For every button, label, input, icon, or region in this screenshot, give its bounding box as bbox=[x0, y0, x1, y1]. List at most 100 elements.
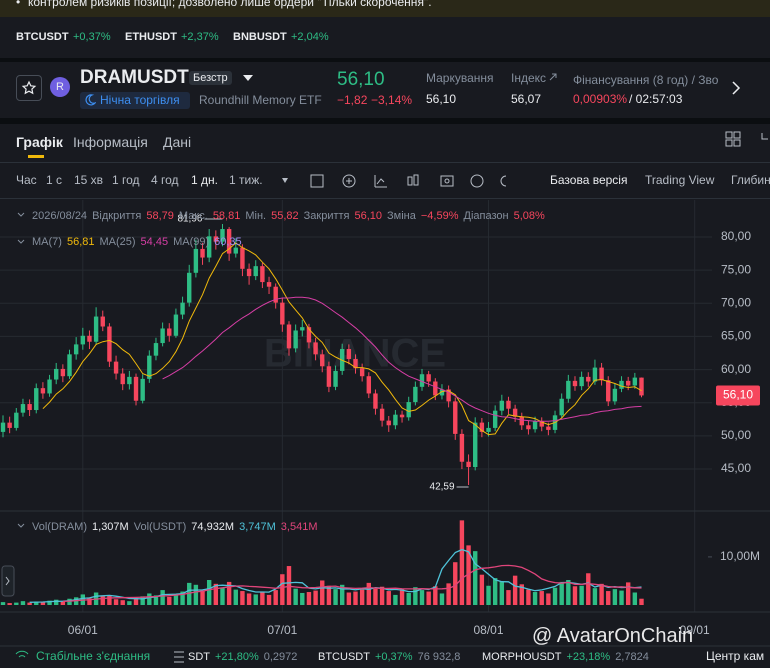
ticker-change[interactable]: +0,37% bbox=[73, 31, 111, 43]
tab[interactable]: Інформація bbox=[73, 134, 148, 150]
volume-bar bbox=[54, 599, 59, 605]
legend-value: −4,59% bbox=[421, 210, 459, 222]
stat-label: Фінансування (8 год) / Зво bbox=[573, 73, 719, 87]
banner bbox=[0, 0, 770, 17]
legend-label: Закриття bbox=[304, 210, 350, 222]
layout-icons[interactable] bbox=[724, 131, 770, 149]
contract-badge: Безстр bbox=[189, 71, 232, 85]
legend-label: Vol(DRAM) bbox=[32, 521, 87, 533]
ticker-symbol[interactable]: BNBUSDT bbox=[233, 31, 287, 43]
price-change-pct: −3,14% bbox=[371, 93, 413, 107]
candle-body bbox=[353, 358, 358, 369]
volume-bar bbox=[0, 602, 6, 605]
status-ticker-change: +21,80% bbox=[215, 651, 259, 663]
favorite-button[interactable] bbox=[16, 75, 42, 101]
volume-bar bbox=[479, 574, 485, 605]
volume-bar bbox=[40, 602, 46, 605]
candle-body bbox=[320, 354, 325, 367]
candle-body bbox=[492, 410, 498, 428]
legend-value: 56,81 bbox=[67, 236, 95, 248]
volume-bar bbox=[619, 590, 624, 605]
volume-bar bbox=[100, 596, 105, 605]
y-tick-label: 45,00 bbox=[721, 461, 751, 475]
volume-bar bbox=[426, 591, 431, 605]
status-ticker-change: +23,18% bbox=[566, 651, 610, 663]
separator bbox=[0, 162, 770, 163]
stat-label: Маркування bbox=[426, 71, 494, 85]
volume-bar bbox=[532, 592, 538, 605]
candle-body bbox=[359, 368, 365, 377]
candle-body bbox=[180, 302, 185, 315]
volume-bar bbox=[466, 545, 471, 605]
candle-body bbox=[173, 314, 179, 336]
volume-bar bbox=[566, 579, 571, 605]
candle-body bbox=[153, 343, 159, 356]
view-option[interactable]: Базова версія bbox=[550, 173, 628, 187]
candle-body bbox=[526, 425, 531, 430]
interval-option[interactable]: 1 с bbox=[46, 173, 63, 187]
interval-option[interactable]: 15 хв bbox=[74, 173, 104, 187]
ticker-change[interactable]: +2,04% bbox=[291, 31, 329, 43]
volume-bar bbox=[20, 601, 26, 605]
candle-body bbox=[280, 302, 285, 325]
x-tick-label: 09/01 bbox=[680, 623, 710, 637]
candle-body bbox=[625, 380, 631, 386]
tool-icons[interactable] bbox=[280, 173, 530, 189]
x-tick-label: 07/01 bbox=[267, 623, 297, 637]
volume-bar bbox=[592, 588, 598, 605]
candle-body bbox=[393, 414, 398, 426]
view-option[interactable]: Trading View bbox=[645, 173, 715, 187]
tab[interactable]: Дані bbox=[163, 134, 192, 150]
interval-option[interactable]: 1 дн. bbox=[191, 173, 218, 187]
legend-value: 55,82 bbox=[271, 210, 299, 222]
candle-body bbox=[439, 389, 445, 396]
candle-body bbox=[0, 422, 6, 432]
interval-option[interactable]: Час bbox=[16, 173, 37, 187]
ticker-change[interactable]: +2,37% bbox=[181, 31, 219, 43]
volume-bar bbox=[153, 595, 159, 605]
interval-option[interactable]: 4 год bbox=[151, 173, 179, 187]
volume-bar bbox=[552, 587, 558, 605]
candle-body bbox=[426, 374, 431, 382]
candle-body bbox=[599, 367, 604, 381]
volume-bar bbox=[60, 601, 66, 605]
expand-button[interactable] bbox=[1, 565, 15, 597]
volume-bar bbox=[320, 580, 325, 605]
status-ticker-price: 0,2972 bbox=[264, 651, 298, 663]
volume-bar bbox=[386, 591, 391, 605]
volume-bar bbox=[47, 600, 52, 605]
volume-bar bbox=[160, 590, 165, 605]
candle-body bbox=[639, 377, 644, 396]
price-change: −1,82 bbox=[337, 93, 368, 107]
legend-label: Мін. bbox=[245, 210, 266, 222]
volume-bar bbox=[233, 589, 238, 605]
legend-value: 54,45 bbox=[141, 236, 169, 248]
ticker-symbol[interactable]: ETHUSDT bbox=[125, 31, 177, 43]
candle-body bbox=[399, 414, 405, 418]
volume-bar bbox=[446, 583, 451, 605]
interval-option[interactable]: 1 год bbox=[112, 173, 140, 187]
candle-body bbox=[226, 229, 232, 254]
y-tick-label: 70,00 bbox=[721, 295, 751, 309]
stat-value: 56,07 bbox=[511, 92, 542, 106]
dropdown-icon[interactable] bbox=[243, 74, 253, 82]
candle-body bbox=[67, 354, 72, 377]
candle-body bbox=[14, 412, 19, 428]
ticker-symbol[interactable]: BTCUSDT bbox=[16, 31, 69, 43]
candle-body bbox=[260, 266, 265, 283]
volume-bar bbox=[193, 584, 199, 605]
volume-bar bbox=[473, 551, 478, 605]
candle-body bbox=[486, 427, 491, 432]
view-option[interactable]: Глибин bbox=[731, 173, 770, 187]
tab[interactable]: Графік bbox=[16, 134, 63, 150]
symbol-name[interactable]: DRAMUSDT bbox=[80, 67, 189, 88]
next-arrow[interactable] bbox=[730, 80, 742, 96]
candle-body bbox=[93, 316, 99, 342]
volume-bar bbox=[286, 566, 292, 605]
legend-label: MA(25) bbox=[99, 236, 135, 248]
volume-bar bbox=[206, 579, 212, 605]
candle-body bbox=[579, 376, 584, 387]
interval-option[interactable]: 1 тиж. bbox=[229, 173, 263, 187]
legend-value: 60,35 bbox=[214, 236, 242, 248]
volume-bar bbox=[140, 596, 145, 605]
